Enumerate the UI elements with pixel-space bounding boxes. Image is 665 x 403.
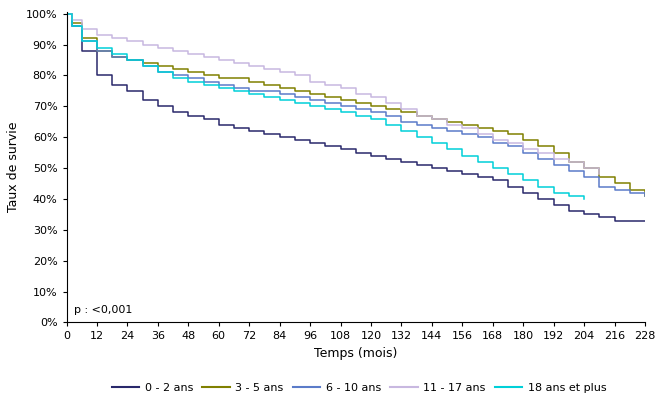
X-axis label: Temps (mois): Temps (mois) — [314, 347, 398, 360]
Text: p : <0,001: p : <0,001 — [74, 305, 132, 315]
Y-axis label: Taux de survie: Taux de survie — [7, 122, 21, 212]
Legend: 0 - 2 ans, 3 - 5 ans, 6 - 10 ans, 11 - 17 ans, 18 ans et plus: 0 - 2 ans, 3 - 5 ans, 6 - 10 ans, 11 - 1… — [107, 378, 611, 397]
